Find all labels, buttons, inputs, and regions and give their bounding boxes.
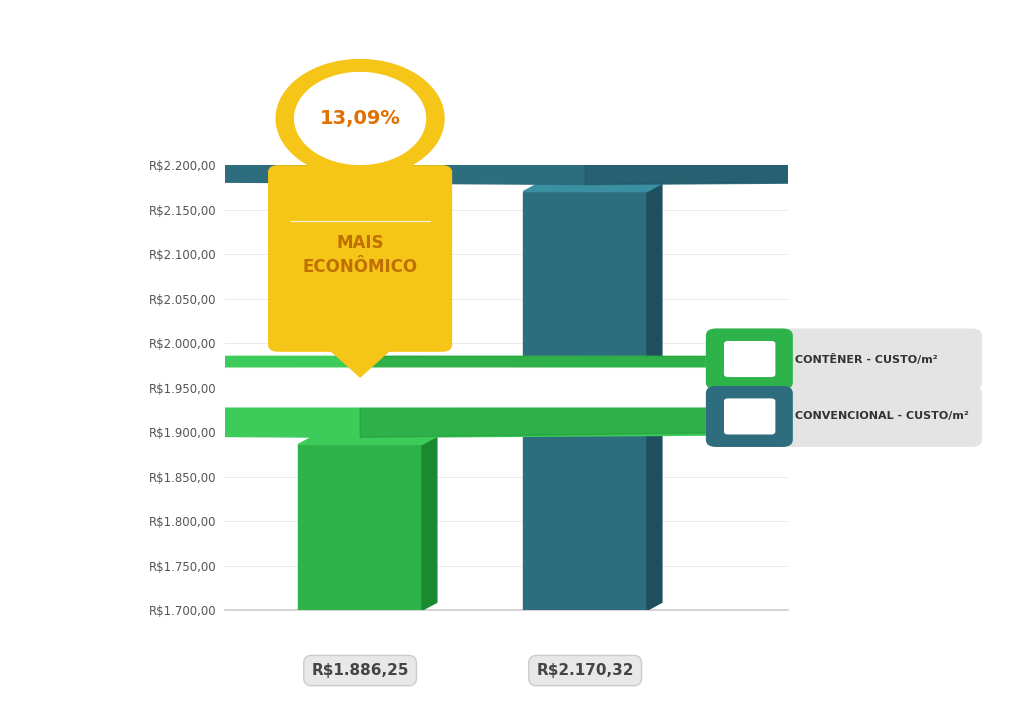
Text: R$1.886,25: R$1.886,25 bbox=[311, 663, 409, 678]
Circle shape bbox=[0, 368, 1023, 407]
Polygon shape bbox=[324, 345, 396, 377]
Text: 13,09%: 13,09% bbox=[319, 109, 401, 128]
Text: R$2.170,32: R$2.170,32 bbox=[536, 663, 634, 678]
FancyBboxPatch shape bbox=[724, 398, 775, 434]
Polygon shape bbox=[299, 444, 422, 610]
Polygon shape bbox=[585, 87, 1023, 185]
Circle shape bbox=[0, 101, 1023, 148]
Polygon shape bbox=[0, 125, 1023, 185]
Polygon shape bbox=[360, 356, 1023, 437]
Text: MAIS
ECONÔMICO: MAIS ECONÔMICO bbox=[303, 234, 417, 276]
Polygon shape bbox=[422, 437, 437, 610]
Circle shape bbox=[276, 60, 444, 177]
FancyBboxPatch shape bbox=[706, 329, 793, 389]
Circle shape bbox=[0, 356, 1023, 419]
FancyBboxPatch shape bbox=[706, 386, 793, 447]
Polygon shape bbox=[648, 184, 662, 610]
Text: CONVENCIONAL - CUSTO/m²: CONVENCIONAL - CUSTO/m² bbox=[795, 411, 969, 421]
Polygon shape bbox=[524, 184, 662, 192]
Circle shape bbox=[0, 87, 1023, 162]
FancyBboxPatch shape bbox=[706, 329, 982, 389]
Polygon shape bbox=[0, 388, 1023, 437]
FancyBboxPatch shape bbox=[268, 165, 452, 352]
Text: CONTÊNER - CUSTO/m²: CONTÊNER - CUSTO/m² bbox=[795, 353, 937, 365]
FancyBboxPatch shape bbox=[724, 341, 775, 377]
Polygon shape bbox=[299, 437, 437, 444]
Circle shape bbox=[295, 73, 426, 164]
FancyBboxPatch shape bbox=[706, 386, 982, 447]
Polygon shape bbox=[524, 192, 648, 610]
